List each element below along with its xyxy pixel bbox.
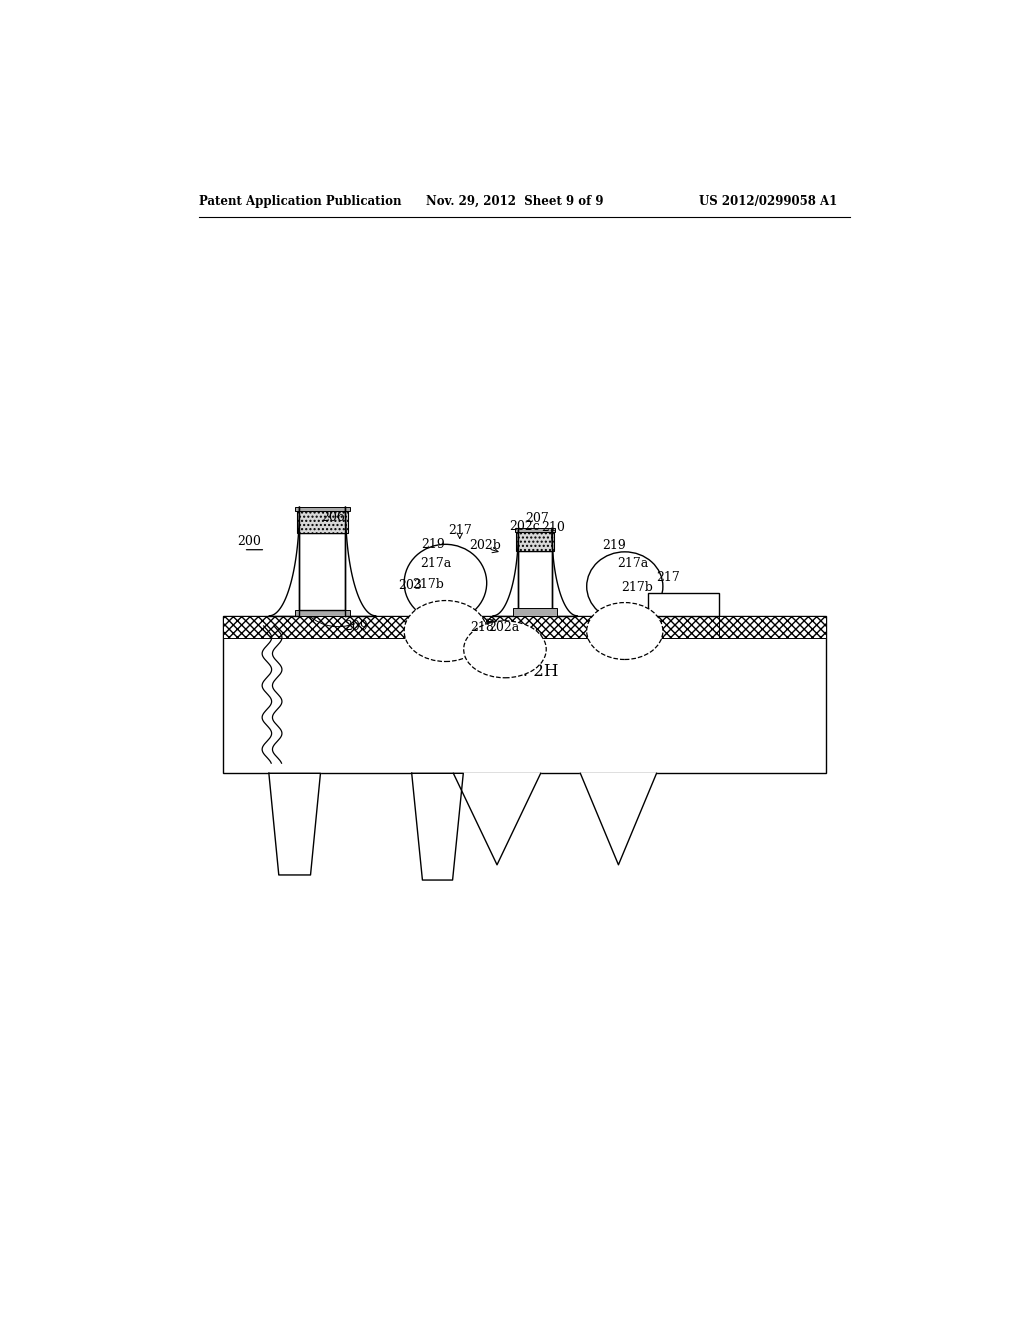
Ellipse shape [587, 552, 663, 620]
Ellipse shape [587, 602, 663, 660]
Ellipse shape [464, 620, 546, 677]
Text: 219: 219 [422, 539, 445, 552]
Text: 217b: 217b [621, 581, 652, 594]
Text: FIG. 2H: FIG. 2H [492, 663, 558, 680]
Text: 217a: 217a [617, 557, 648, 570]
Text: 217: 217 [655, 570, 680, 583]
Text: 218: 218 [470, 622, 494, 635]
Polygon shape [269, 774, 321, 875]
Bar [295, 610, 350, 615]
Text: Nov. 29, 2012  Sheet 9 of 9: Nov. 29, 2012 Sheet 9 of 9 [426, 194, 603, 207]
Text: 219: 219 [602, 539, 626, 552]
Text: 200: 200 [237, 535, 260, 548]
Text: 203: 203 [397, 579, 422, 593]
Text: 202a: 202a [488, 622, 520, 635]
Ellipse shape [404, 544, 486, 622]
Polygon shape [581, 774, 656, 865]
Bar [514, 610, 556, 615]
Bar [648, 615, 719, 638]
Text: 217: 217 [447, 524, 472, 537]
Bar [295, 507, 350, 511]
Text: 202c: 202c [509, 520, 541, 533]
Bar [223, 615, 458, 638]
Bar [648, 594, 719, 615]
Text: US 2012/0299058 A1: US 2012/0299058 A1 [699, 194, 838, 207]
Ellipse shape [404, 601, 486, 661]
Bar [515, 528, 555, 532]
Text: 210: 210 [542, 521, 565, 533]
Text: 202b: 202b [469, 539, 501, 552]
Text: 206: 206 [321, 511, 345, 524]
Text: 217b: 217b [412, 578, 444, 591]
Bar [518, 550, 552, 610]
Bar [513, 607, 557, 615]
Bar [458, 615, 826, 638]
Polygon shape [412, 774, 463, 880]
Bar [516, 532, 554, 550]
Text: 217a: 217a [420, 557, 452, 570]
Polygon shape [454, 774, 541, 865]
Bar [299, 533, 345, 610]
Bar [297, 511, 348, 533]
Text: 207: 207 [525, 512, 549, 525]
Text: Patent Application Publication: Patent Application Publication [200, 194, 402, 207]
Text: 209: 209 [345, 620, 369, 634]
Bar [223, 615, 826, 774]
